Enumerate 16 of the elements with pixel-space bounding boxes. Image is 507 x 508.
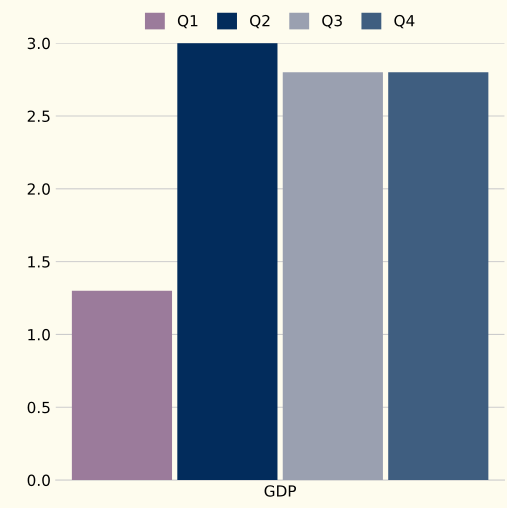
y-tick-label: 0.5 xyxy=(28,402,50,414)
bar xyxy=(282,72,383,480)
legend-label: Q4 xyxy=(394,14,414,28)
bar xyxy=(388,72,488,480)
y-tick-label: 1.5 xyxy=(28,256,50,268)
bar xyxy=(177,43,278,480)
y-tick-label: 1.0 xyxy=(28,328,50,340)
x-tick-label: GDP xyxy=(264,485,296,497)
legend-label: Q3 xyxy=(322,14,342,28)
legend-label: Q2 xyxy=(250,14,270,28)
bar xyxy=(72,290,172,480)
y-tick-label: 2.0 xyxy=(28,183,50,195)
y-tick-label: 2.5 xyxy=(28,110,50,122)
y-tick-label: 3.0 xyxy=(28,38,50,50)
legend-label: Q1 xyxy=(178,14,198,28)
y-tick-label: 0.0 xyxy=(28,474,50,486)
